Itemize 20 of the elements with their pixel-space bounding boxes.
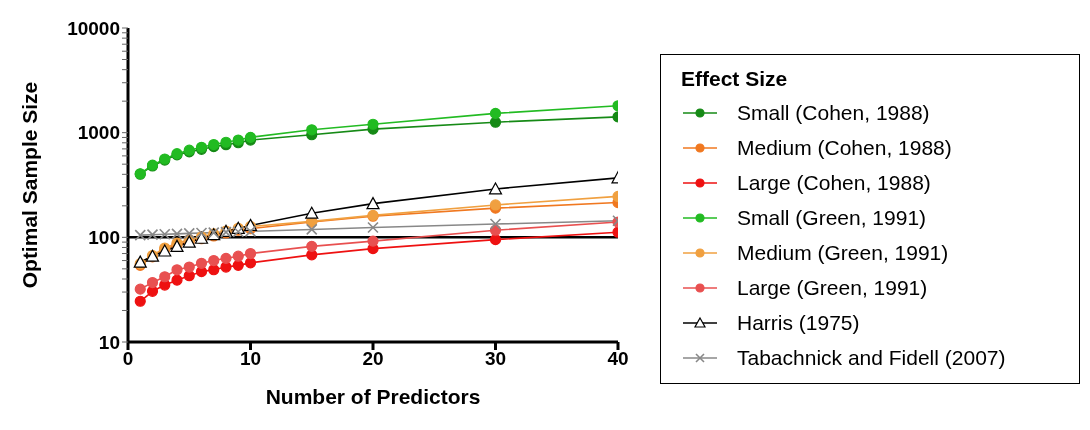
y-tick-label: 1000 [77,122,120,144]
y-axis-title: Optimal Sample Size [18,81,42,289]
x-tick-label: 40 [607,348,629,370]
x-axis-title: Number of Predictors [265,385,481,408]
legend-label: Medium (Cohen, 1988) [737,135,952,160]
x-tick-label: 30 [484,348,507,370]
legend-label: Large (Cohen, 1988) [737,170,931,195]
y-tick-label: 10000 [67,17,120,39]
x-tick-label: 20 [362,348,384,370]
legend-label: Small (Cohen, 1988) [737,100,930,125]
legend-label: Harris (1975) [737,310,860,335]
legend-label: Large (Green, 1991) [737,275,928,300]
legend-label: Small (Green, 1991) [737,205,927,230]
legend-label: Medium (Green, 1991) [737,240,949,265]
legend-label: Tabachnick and Fidell (2007) [737,345,1006,370]
y-tick-label: 10 [98,331,120,353]
x-tick-label: 10 [239,348,262,370]
x-tick-label: 0 [122,348,134,370]
legend-title: Effect Size [681,67,789,91]
y-tick-label: 100 [88,227,120,249]
